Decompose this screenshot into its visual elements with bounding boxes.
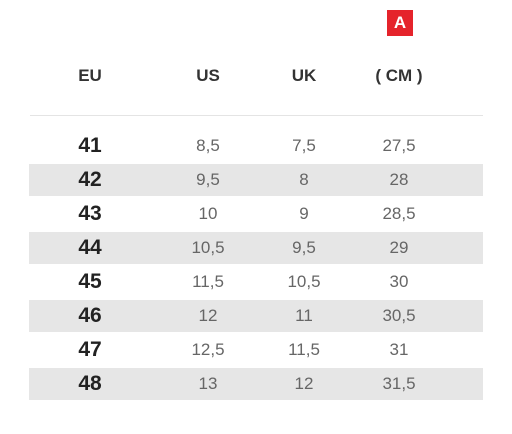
cell-cm: 29 xyxy=(389,238,409,257)
table-row: 46 12 11 30,5 xyxy=(0,299,512,333)
cell-eu: 47 xyxy=(78,338,102,361)
cell-uk: 12 xyxy=(294,374,314,393)
cell-uk: 8 xyxy=(299,170,309,189)
cell-uk: 11 xyxy=(295,306,313,325)
size-table: 41 8,5 7,5 27,5 42 9,5 8 28 43 10 9 28,5… xyxy=(0,129,512,401)
size-table-header: EU US UK ( CM ) xyxy=(0,64,512,88)
cell-cm: 28 xyxy=(389,170,409,189)
header-eu: EU xyxy=(78,66,102,85)
table-row: 43 10 9 28,5 xyxy=(0,197,512,231)
cell-uk: 10,5 xyxy=(287,272,321,291)
cell-cm: 31,5 xyxy=(382,374,416,393)
cell-cm: 31 xyxy=(389,340,409,359)
cell-uk: 7,5 xyxy=(292,136,316,155)
table-row: 48 13 12 31,5 xyxy=(0,367,512,401)
cell-eu: 44 xyxy=(78,236,102,259)
cell-cm: 30,5 xyxy=(382,306,416,325)
cell-uk: 11,5 xyxy=(288,340,320,359)
table-row: 47 12,5 11,5 31 xyxy=(0,333,512,367)
cell-cm: 28,5 xyxy=(382,204,416,223)
cell-eu: 48 xyxy=(78,372,102,395)
header-divider xyxy=(30,115,483,116)
cell-eu: 42 xyxy=(78,168,102,191)
cell-cm: 30 xyxy=(389,272,409,291)
row-background xyxy=(29,300,483,332)
cell-us: 10,5 xyxy=(191,238,225,257)
header-cm: ( CM ) xyxy=(375,66,423,85)
brand-badge: A xyxy=(387,10,413,36)
row-background xyxy=(29,164,483,196)
header-us: US xyxy=(196,66,220,85)
table-row: 41 8,5 7,5 27,5 xyxy=(0,129,512,163)
cell-us: 8,5 xyxy=(196,136,220,155)
cell-us: 11,5 xyxy=(192,272,224,291)
cell-uk: 9,5 xyxy=(292,238,316,257)
cell-us: 13 xyxy=(198,374,218,393)
cell-eu: 41 xyxy=(78,134,102,157)
row-background xyxy=(29,368,483,400)
cell-eu: 45 xyxy=(78,270,102,293)
cell-us: 10 xyxy=(198,204,218,223)
cell-cm: 27,5 xyxy=(382,136,416,155)
cell-us: 9,5 xyxy=(196,170,220,189)
table-row: 45 11,5 10,5 30 xyxy=(0,265,512,299)
table-row: 44 10,5 9,5 29 xyxy=(0,231,512,265)
row-background xyxy=(29,232,483,264)
cell-eu: 46 xyxy=(78,304,102,327)
cell-uk: 9 xyxy=(299,204,309,223)
cell-us: 12 xyxy=(198,306,218,325)
table-row: 42 9,5 8 28 xyxy=(0,163,512,197)
cell-us: 12,5 xyxy=(191,340,225,359)
header-uk: UK xyxy=(291,66,317,85)
cell-eu: 43 xyxy=(78,202,102,225)
